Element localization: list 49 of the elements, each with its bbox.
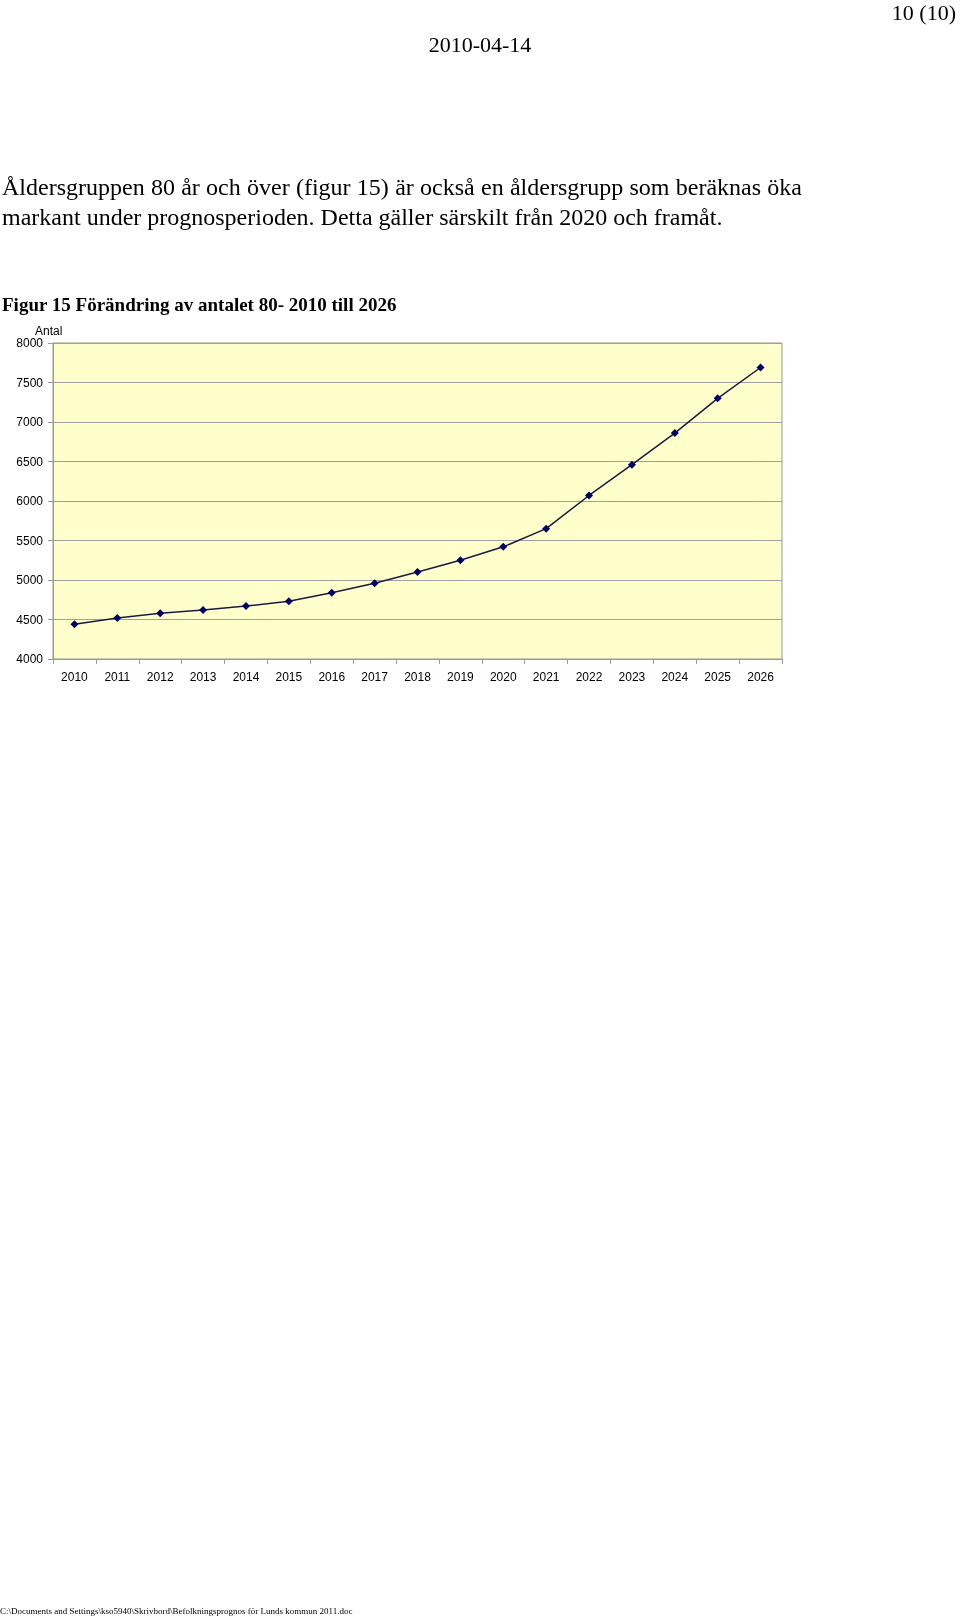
x-tick-label: 2015 <box>275 670 303 684</box>
x-tick-label: 2011 <box>104 670 131 684</box>
x-tick-label: 2012 <box>146 670 174 684</box>
y-tick-label: 6500 <box>16 454 44 469</box>
y-tick-label: 5000 <box>16 573 44 587</box>
text: Åldersgruppen 80 år och över (figur 15) är också en åldersgrupp som beräknas öka markant under prognosperioden. Detta gäller särskilt från 2020 och framåt. <box>2 173 802 232</box>
point <box>627 460 636 469</box>
point <box>113 613 122 622</box>
point <box>199 606 208 615</box>
text: 10 (10) <box>891 0 956 26</box>
y-tick-label: 7000 <box>16 415 44 429</box>
x-tick-label: 2023 <box>618 670 646 684</box>
y-tick-label: 8000 <box>16 336 44 350</box>
x-tick-label: 2024 <box>661 670 689 684</box>
x-tick-label: 2010 <box>61 670 89 684</box>
point <box>585 491 594 500</box>
x-tick-label: 2021 <box>532 670 560 684</box>
point <box>370 579 379 588</box>
text: C:\Documents and Settings\kso5940\Skrivbord\Befolkningsprognos för Lunds kommun 2011.doc <box>0 1606 353 1616</box>
point <box>499 542 508 551</box>
point <box>670 429 679 438</box>
point <box>456 556 465 565</box>
x-tick-label: 2019 <box>447 670 475 684</box>
x-tick-label: 2014 <box>232 670 260 684</box>
point <box>327 588 336 597</box>
x-tick-label: 2022 <box>575 670 603 684</box>
point <box>542 524 551 533</box>
y-axis-title: Antal <box>35 324 63 338</box>
x-tick-label: 2020 <box>489 670 517 684</box>
point <box>156 609 165 618</box>
y-tick-label: 7500 <box>16 375 44 390</box>
point <box>241 602 250 611</box>
point <box>70 620 79 629</box>
point <box>284 597 293 606</box>
y-tick-label: 4000 <box>16 652 44 666</box>
text: 2010-04-14 <box>427 32 533 58</box>
point <box>413 568 422 577</box>
x-tick-label: 2018 <box>404 670 432 684</box>
chart-title: Figur 15 Förändring av antalet 80- 2010 till 2026 <box>2 294 397 316</box>
y-tick-label: 4500 <box>16 612 44 627</box>
x-tick-label: 2013 <box>189 670 217 684</box>
point <box>756 363 765 372</box>
y-tick-label: 6000 <box>16 494 44 508</box>
x-tick-label: 2016 <box>318 670 346 684</box>
point <box>713 394 722 403</box>
x-tick-label: 2025 <box>704 670 732 684</box>
x-tick-label: 2026 <box>747 670 775 684</box>
y-tick-label: 5500 <box>16 533 44 548</box>
x-tick-label: 2017 <box>361 670 389 684</box>
